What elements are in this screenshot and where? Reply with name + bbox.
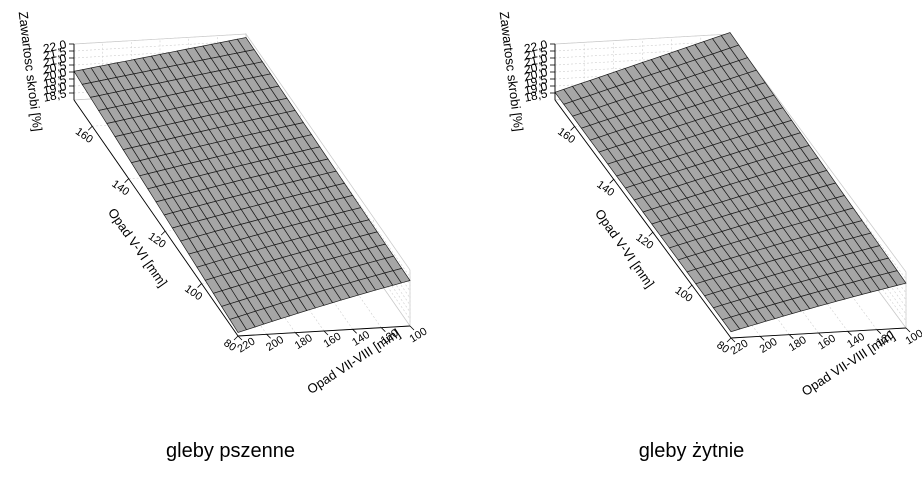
y-tick: [726, 337, 732, 343]
x-tick: [759, 336, 765, 341]
y-tick: [570, 126, 575, 131]
y-tick: [609, 179, 614, 184]
x-tick: [876, 329, 882, 334]
y-tick-label: 100: [673, 284, 695, 304]
x-tick-label: 180: [787, 334, 809, 354]
x-tick: [730, 337, 736, 343]
z-tick-label: 18,5: [523, 86, 549, 105]
z-tick-label: 22,0: [42, 37, 68, 56]
grid-line-x: [102, 42, 267, 335]
z-tick-label: 21,0: [42, 51, 68, 70]
x-tick: [905, 327, 911, 333]
surface-chart-wheat-soils: 18,519,019,520,020,521,021,522,0 80 100 120…: [16, 11, 430, 397]
grid-line-x: [131, 40, 296, 333]
surface-cell: [392, 267, 411, 284]
y-tick-label: 160: [555, 126, 577, 146]
x-tick-label: 160: [321, 331, 343, 351]
x-tick-label: 180: [293, 332, 315, 352]
x-tick: [789, 334, 794, 339]
chart-caption: gleby pszenne: [166, 440, 295, 462]
x-tick-label: 220: [235, 336, 257, 356]
z-tick-label: 20,5: [523, 58, 549, 77]
surface-chart-rye-soils: 18,519,019,520,020,521,021,522,0 80 100 120…: [497, 11, 922, 399]
x-tick: [295, 332, 300, 337]
z-tick-label: 21,5: [523, 44, 549, 63]
z-tick-label: 21,5: [42, 44, 68, 63]
chart-panel-right: 18,5 19,0 19,5 20,0 20,5 21,0 21,5 22,0 80 100 120…: [461, 0, 922, 493]
x-tick: [818, 332, 823, 338]
x-tick: [323, 330, 329, 336]
y-tick-label: 80: [221, 337, 238, 354]
x-tick: [409, 325, 415, 331]
y-tick: [124, 178, 129, 183]
x-tick: [266, 334, 271, 339]
chart-panel-left: 18,5 19,0 19,5 20,0 20,5 21,0 21,5 22,0 80 100 120…: [16, 11, 430, 462]
y-tick-label: 160: [73, 126, 95, 146]
y-tick-label: 140: [109, 178, 131, 198]
y-tick: [87, 125, 93, 131]
z-tick-label: 22,0: [523, 37, 549, 56]
z-tick-label: 19,0: [42, 79, 68, 98]
x-tick-label: 100: [407, 326, 429, 346]
z-tick-label: 19,5: [42, 72, 68, 91]
y-tick-label: 100: [182, 283, 204, 303]
x-tick-label: 200: [264, 334, 286, 354]
y-tick-label: 140: [594, 179, 616, 199]
y-axis-line: [73, 99, 239, 337]
y-tick: [233, 335, 239, 341]
z-tick-label: 20,0: [523, 65, 549, 84]
x-tick-label: 160: [816, 333, 838, 353]
z-tick-label: 21,0: [523, 51, 549, 70]
z-axis-title: Zawartosc skrobi [%]: [16, 11, 46, 133]
x-tick: [237, 335, 243, 341]
y-tick-label: 120: [634, 232, 656, 252]
z-tick-label: 19,0: [523, 79, 549, 98]
chart-caption: gleby żytnie: [638, 440, 745, 462]
surface-cell: [887, 270, 907, 286]
z-tick-label: 18,5: [42, 86, 68, 105]
z-tick-label: 20,5: [42, 58, 68, 77]
x-tick: [847, 331, 852, 336]
y-tick: [687, 284, 693, 290]
y-axis-line: [554, 99, 732, 339]
x-tick-label: 100: [903, 328, 922, 348]
x-tick-label: 220: [728, 338, 750, 358]
y-tick-label: 120: [146, 230, 168, 250]
y-tick-label: 80: [714, 339, 731, 356]
grid-line-z: [554, 33, 907, 273]
x-tick-label: 200: [758, 336, 780, 356]
x-tick: [352, 329, 357, 334]
y-tick: [160, 230, 166, 236]
grid-line-z: [73, 33, 411, 271]
grid-line-y: [730, 272, 907, 339]
z-tick-label: 20,0: [42, 65, 68, 84]
z-axis-title: Zawartosc skrobi [%]: [497, 11, 527, 133]
z-tick-label: 19,5: [523, 72, 549, 91]
y-tick: [197, 283, 202, 288]
y-tick: [648, 231, 654, 237]
x-tick: [381, 327, 386, 332]
